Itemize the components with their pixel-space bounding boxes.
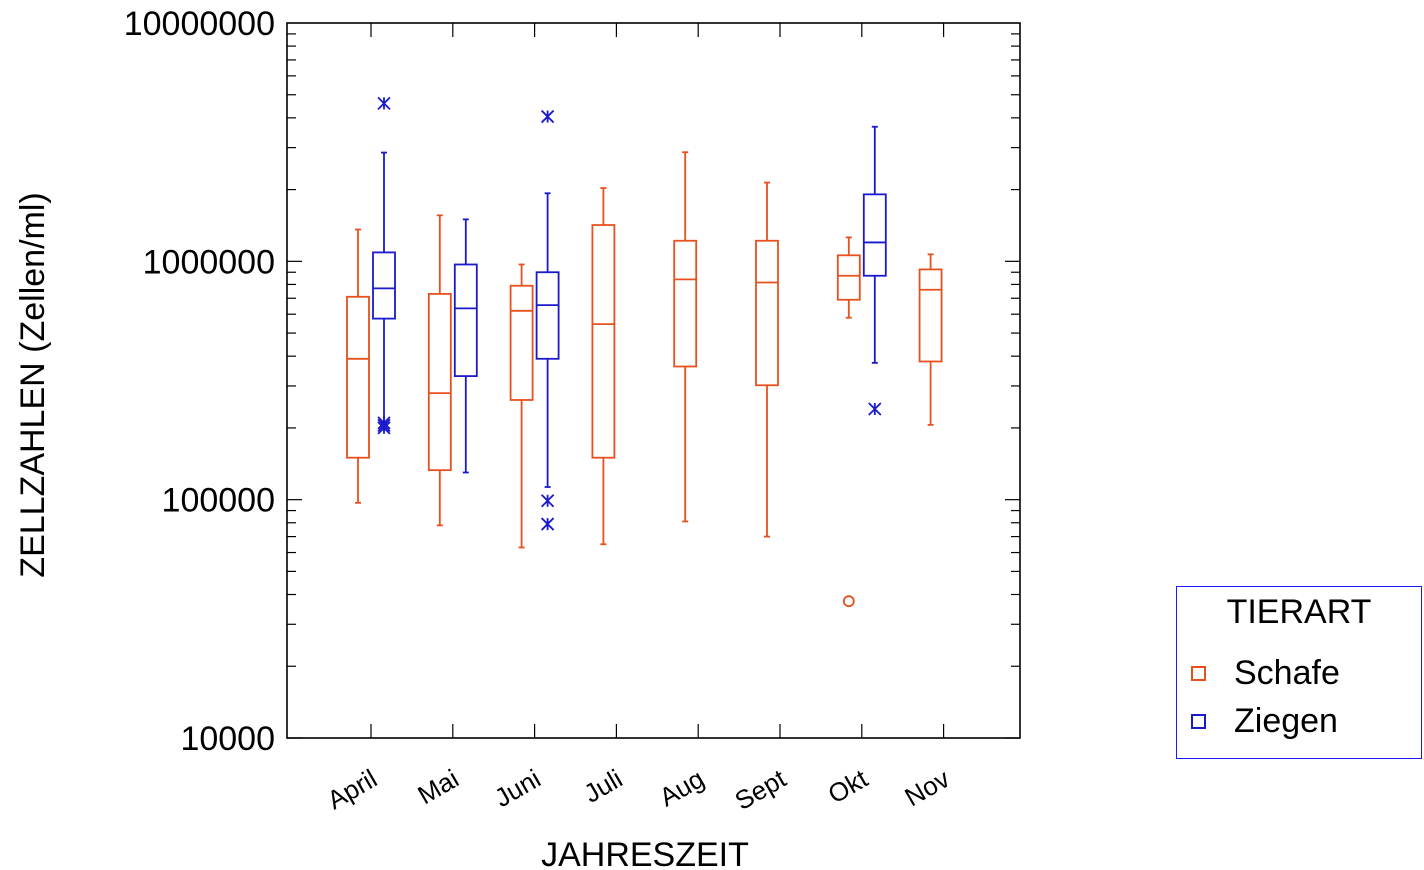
iqr-box [453,263,478,377]
legend: TIERART Schafe Ziegen [1176,586,1422,759]
outlier-point [540,109,555,124]
plot-frame [286,22,1021,739]
legend-item-schafe: Schafe [1191,653,1340,693]
outlier-point [540,494,555,508]
iqr-box [755,239,779,387]
box-ziegen-april [372,96,396,435]
box-schafe-sept [755,181,779,538]
outlier-point [540,517,555,531]
iqr-box [591,224,616,459]
iqr-box [862,193,887,277]
y-axis-title: ZELLZAHLEN (Zellen/ml) [14,192,52,577]
legend-label-schafe: Schafe [1234,653,1340,692]
x-tick-label: Juli [579,763,628,808]
outlier-point [842,595,855,608]
iqr-box [918,268,943,363]
iqr-box [509,284,534,401]
axis-labels: 10000 100000 1000000 10000000 April Mai Juni Ju… [124,5,955,816]
axes-frame [286,22,1021,739]
iqr-box [535,271,560,360]
x-axis-title: JAHRESZEIT [541,836,749,870]
box-groups [346,96,943,608]
box-schafe-aug [673,151,698,523]
box-ziegen-okt [862,125,887,416]
legend-item-ziegen: Ziegen [1191,701,1338,741]
box-schafe-mai [427,214,452,527]
x-tick-label: Juni [489,763,545,813]
box-schafe-juli [591,187,616,546]
x-tick-label: Nov [900,763,955,812]
iqr-box [427,293,452,472]
outlier-point [868,402,882,416]
box-schafe-juni [509,263,534,549]
legend-label-ziegen: Ziegen [1234,701,1338,740]
box-schafe-april [346,228,370,504]
outlier-point [377,96,391,111]
box-schafe-nov [918,253,943,426]
y-tick-label: 10000 [180,720,275,758]
x-tick-label: Okt [823,763,874,810]
x-tick-label: April [322,763,382,815]
legend-title: TIERART [1226,593,1372,631]
iqr-box [346,295,370,459]
outlier-point [377,421,391,435]
legend-swatch-ziegen [1191,713,1206,729]
y-tick-label: 10000000 [124,5,275,43]
x-tick-label: Sept [730,763,792,816]
iqr-box [836,254,861,301]
y-tick-label: 1000000 [143,243,275,281]
box-ziegen-mai [453,218,478,474]
x-tick-label: Mai [413,763,464,810]
box-schafe-okt [836,236,861,608]
iqr-box [673,239,698,368]
box-ziegen-juni [535,109,560,531]
x-tick-label: Aug [654,763,709,812]
y-tick-label: 100000 [162,482,275,520]
legend-swatch-schafe [1191,665,1206,681]
iqr-box [372,251,396,320]
